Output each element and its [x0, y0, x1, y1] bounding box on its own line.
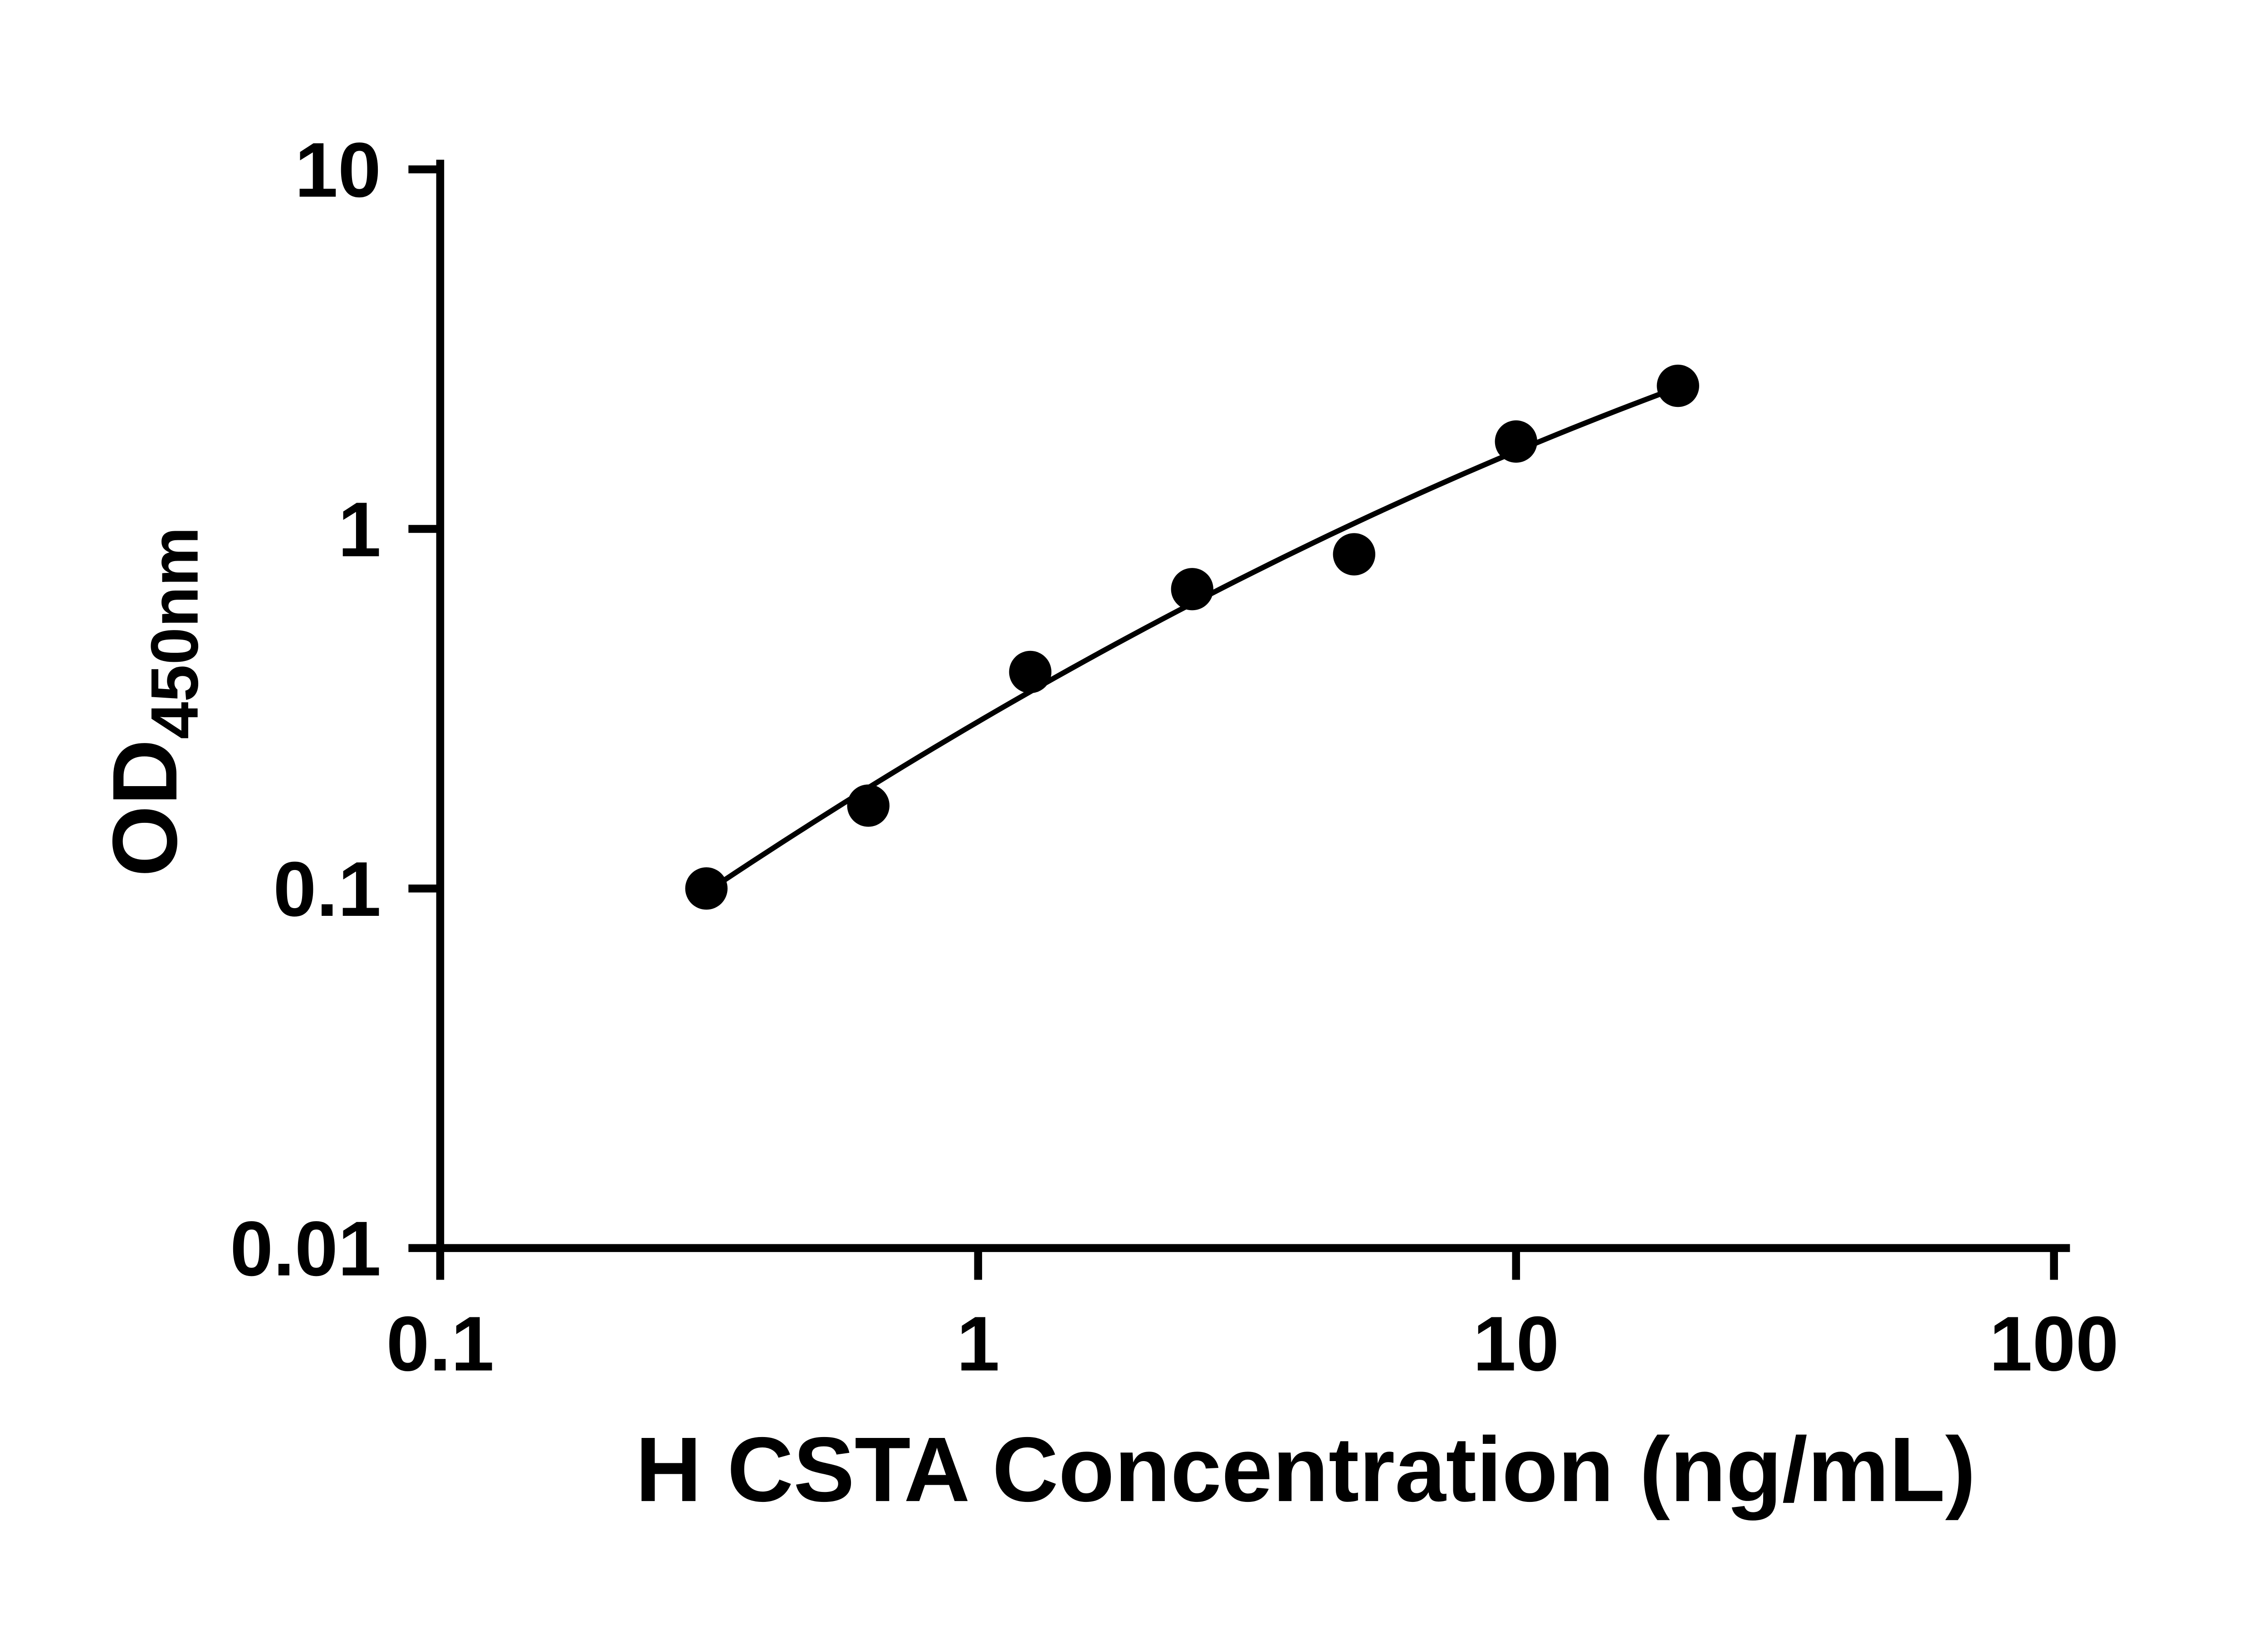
y-axis-title: OD450nm	[93, 527, 212, 877]
data-points	[685, 364, 1699, 910]
y-tick-label: 10	[295, 127, 381, 214]
data-point-marker	[1657, 364, 1699, 407]
x-axis-title: H CSTA Concentration (ng/mL)	[635, 1418, 1976, 1521]
y-tick-label: 1	[338, 486, 381, 573]
data-point-marker	[1333, 533, 1375, 576]
data-point-marker	[1171, 568, 1213, 611]
y-axis-title-main: OD	[93, 739, 196, 877]
y-tick-label: 0.1	[273, 846, 381, 933]
x-tick-label: 100	[1989, 1301, 2119, 1387]
y-tick-label: 0.01	[230, 1206, 381, 1292]
axis-lines	[436, 160, 2070, 1252]
x-tick-label: 0.1	[386, 1301, 494, 1387]
data-point-marker	[685, 867, 728, 910]
data-point-marker	[1495, 420, 1537, 463]
x-tick-label: 10	[1473, 1301, 1559, 1387]
axes	[436, 160, 2070, 1252]
y-axis-title-subscript: 450nm	[137, 527, 212, 739]
tick-marks	[408, 165, 2058, 1280]
data-point-marker	[847, 784, 890, 827]
x-tick-label: 1	[957, 1301, 1000, 1387]
data-point-marker	[1009, 650, 1051, 694]
